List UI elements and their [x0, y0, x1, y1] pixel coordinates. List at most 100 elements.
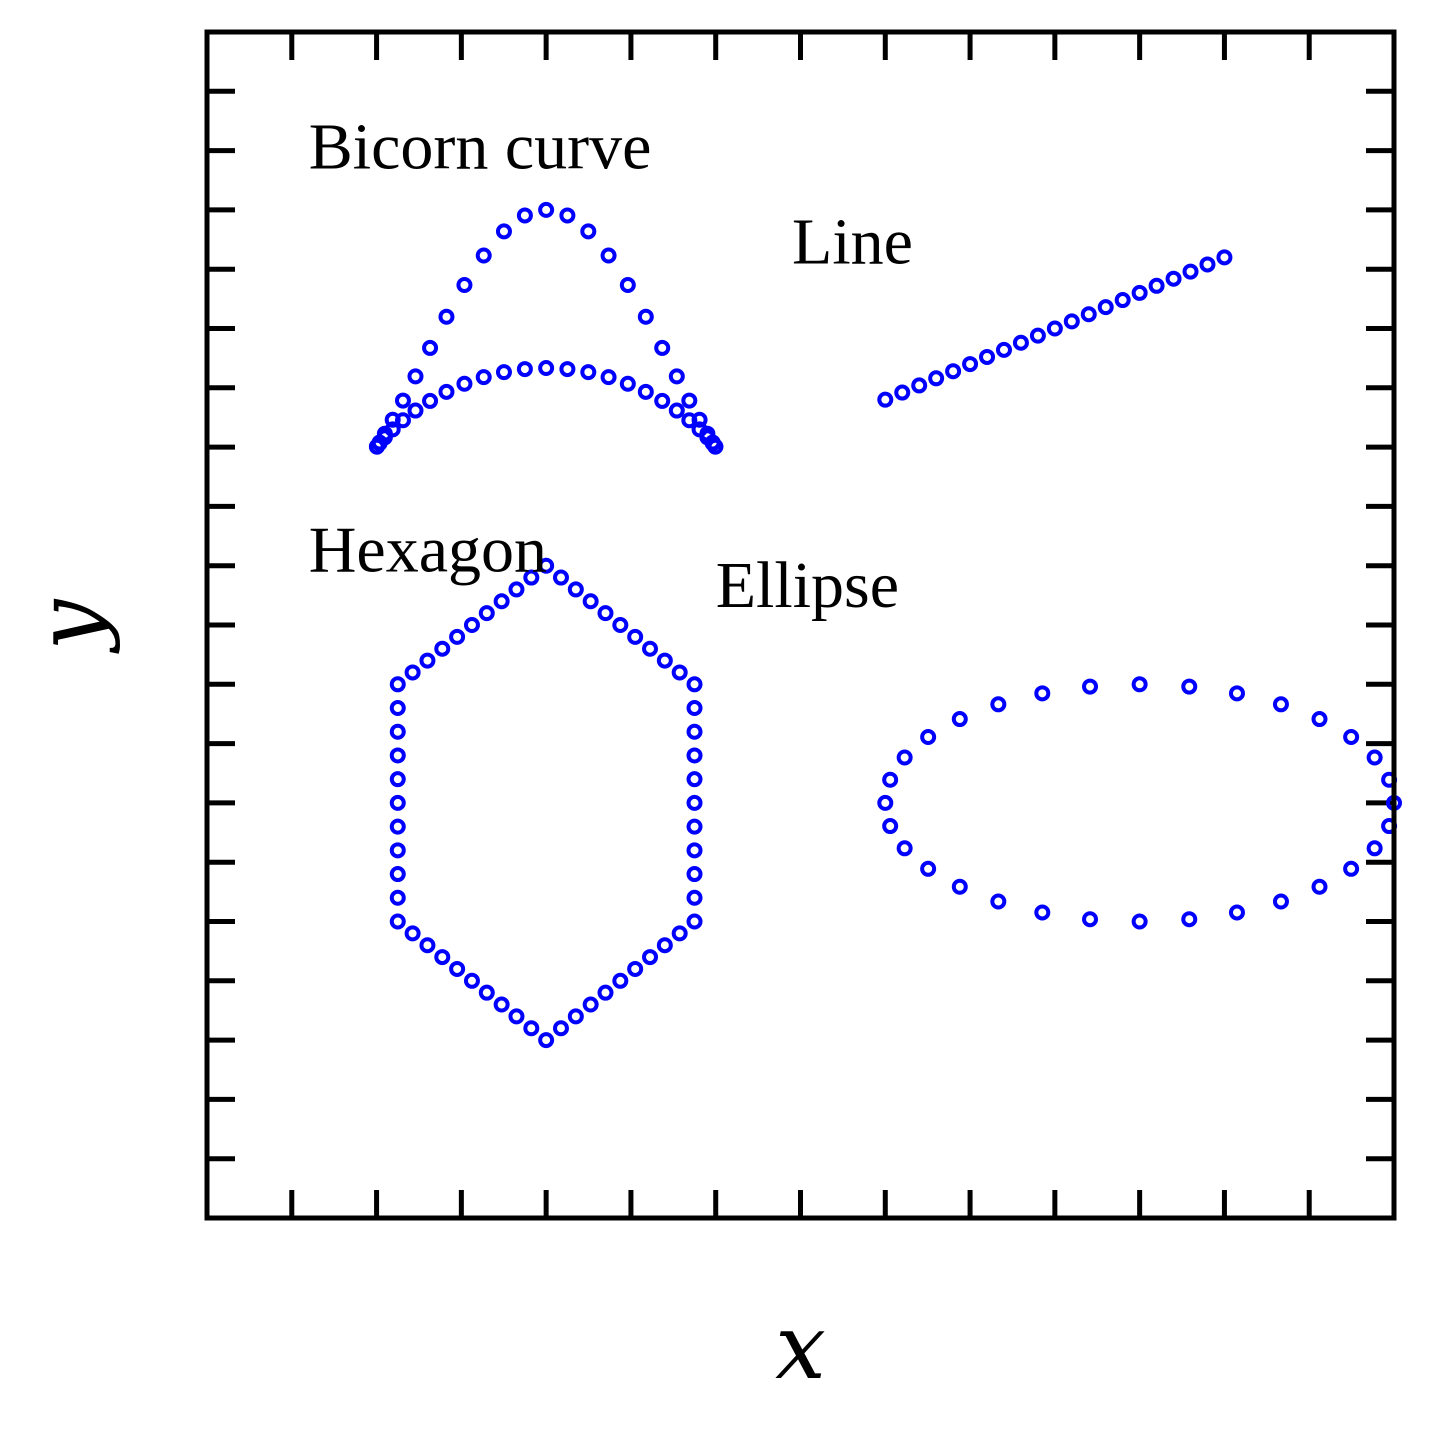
ellipse-point: [920, 729, 937, 746]
bicorn-point: [538, 360, 555, 377]
annotation-line: Line: [792, 205, 913, 278]
annotation-ellipse: Ellipse: [716, 549, 899, 622]
hexagon-point: [478, 984, 495, 1001]
hexagon-point: [538, 557, 555, 574]
hexagon-point: [656, 937, 673, 954]
y-axis-label: y: [17, 598, 122, 654]
hexagon-point: [523, 569, 540, 586]
ellipse-point: [990, 696, 1007, 713]
hexagon-point: [671, 925, 688, 942]
ellipse-point: [951, 878, 968, 895]
ellipse-point: [1181, 911, 1198, 928]
hexagon-point: [449, 960, 466, 977]
line-point: [1063, 313, 1080, 330]
hexagon-point: [642, 949, 659, 966]
hexagon-point: [686, 747, 703, 764]
annotation-hexagon: Hexagon: [309, 514, 547, 587]
line-point: [962, 356, 979, 373]
hexagon-point: [612, 972, 629, 989]
hexagon-point: [686, 771, 703, 788]
data-series: [368, 201, 1402, 1049]
ellipse-point: [877, 794, 894, 811]
bicorn-point: [559, 207, 576, 224]
hexagon-point: [567, 581, 584, 598]
ellipse-point: [920, 860, 937, 877]
ellipse-point: [896, 749, 913, 766]
line-point: [1080, 306, 1097, 323]
bicorn-point: [681, 392, 698, 409]
ellipse-point: [1181, 678, 1198, 695]
bicorn-point: [538, 201, 555, 218]
hexagon-point: [404, 925, 421, 942]
hexagon-point: [463, 617, 480, 633]
bicorn-point: [654, 339, 671, 356]
bicorn-point: [422, 339, 439, 356]
line-point: [928, 370, 945, 387]
ellipse-point: [1343, 729, 1360, 746]
hexagon-point: [419, 937, 436, 954]
ellipse-point: [1131, 913, 1148, 930]
ellipse-point: [1366, 840, 1383, 857]
ellipse-point: [1228, 685, 1245, 702]
hexagon-point: [597, 984, 614, 1001]
hexagon-point: [434, 949, 451, 966]
ellipse-point: [1131, 676, 1148, 693]
ellipse-point: [1082, 678, 1099, 695]
axis-ticks: [207, 32, 1394, 1218]
hexagon-point: [612, 617, 629, 633]
ellipse-point: [1311, 878, 1328, 895]
hexagon-point: [686, 723, 703, 740]
line-point: [1029, 327, 1046, 344]
hexagon-point: [493, 996, 510, 1013]
hexagon-point: [434, 640, 451, 657]
line-point: [1046, 320, 1063, 337]
bicorn-point: [580, 364, 597, 381]
ellipse-point: [951, 711, 968, 728]
hexagon-series: [389, 557, 703, 1049]
ellipse-point: [1082, 911, 1099, 928]
hexagon-point: [686, 889, 703, 906]
hexagon-point: [552, 569, 569, 586]
line-point: [1097, 299, 1114, 316]
bicorn-point: [394, 392, 411, 409]
hexagon-point: [686, 794, 703, 811]
ellipse-point: [1311, 711, 1328, 728]
ellipse-point: [990, 893, 1007, 910]
line-point: [1131, 284, 1148, 301]
bicorn-point: [691, 421, 708, 438]
hexagon-point: [389, 794, 406, 811]
hexagon-point: [686, 676, 703, 693]
hexagon-point: [538, 1032, 555, 1049]
bicorn-point: [495, 223, 512, 240]
hexagon-point: [389, 747, 406, 764]
hexagon-point: [582, 593, 599, 610]
hexagon-point: [508, 1008, 525, 1025]
hexagon-point: [552, 1020, 569, 1037]
ellipse-point: [896, 840, 913, 857]
line-point: [1148, 277, 1165, 294]
bicorn-point: [681, 412, 698, 429]
bicorn-point: [407, 402, 424, 419]
line-point: [945, 363, 962, 380]
ellipse-point: [1034, 685, 1051, 702]
bicorn-point: [699, 429, 716, 446]
x-axis-label: x: [775, 1295, 826, 1400]
hexagon-point: [389, 676, 406, 693]
bicorn-point: [475, 247, 492, 264]
hexagon-point: [686, 700, 703, 717]
hexagon-point: [686, 913, 703, 930]
hexagon-point: [508, 581, 525, 598]
line-point: [1182, 263, 1199, 280]
line-point: [911, 377, 928, 394]
line-point: [1165, 270, 1182, 287]
line-point: [1114, 292, 1131, 309]
line-point: [1199, 256, 1216, 273]
bicorn-point: [456, 375, 473, 392]
hexagon-point: [582, 996, 599, 1013]
bicorn-series: [368, 201, 724, 455]
line-point: [979, 348, 996, 365]
bicorn-point: [637, 383, 654, 400]
hexagon-point: [656, 652, 673, 669]
ellipse-point: [1272, 893, 1289, 910]
